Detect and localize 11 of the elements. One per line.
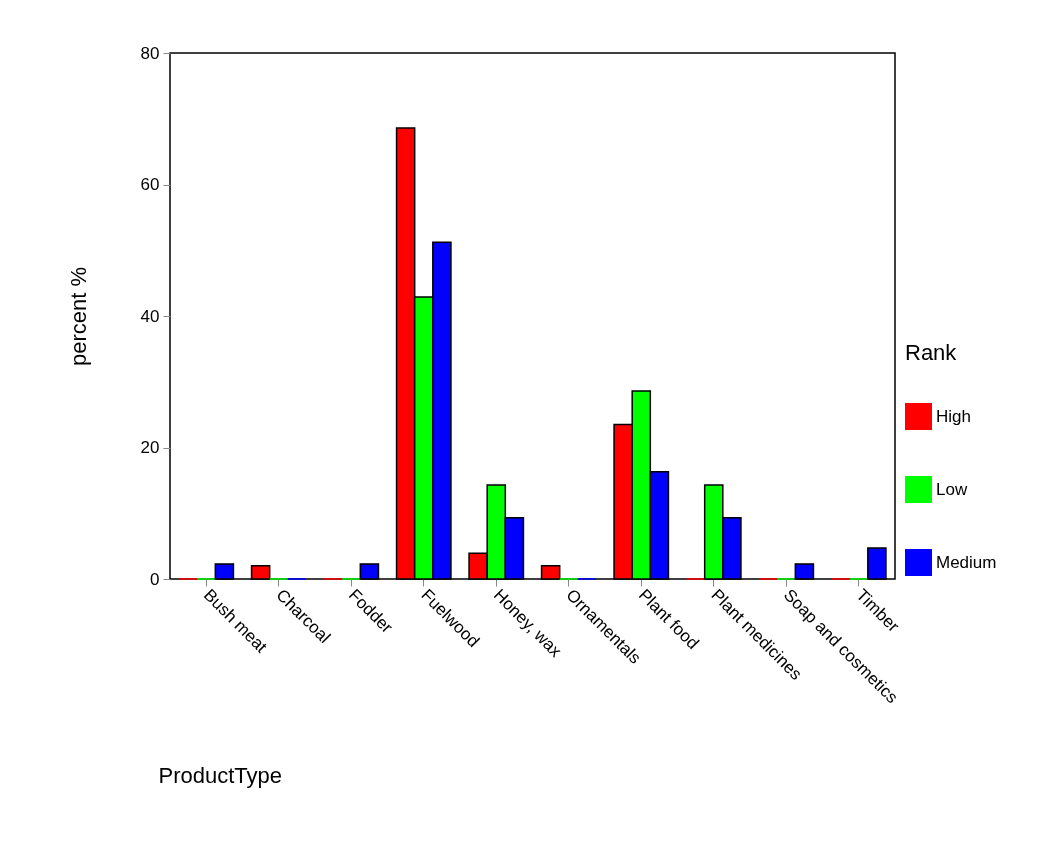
- legend-title: Rank: [905, 340, 958, 365]
- y-tick-label: 0: [150, 569, 160, 589]
- y-tick-label: 40: [140, 306, 160, 326]
- y-axis-title: percent %: [65, 266, 91, 367]
- y-tick-label: 60: [140, 175, 160, 194]
- y-tick-label: 20: [140, 438, 160, 457]
- legend-label: Low: [936, 479, 968, 499]
- x-axis-title: ProductType: [158, 762, 283, 788]
- legend-label: Medium: [936, 552, 997, 572]
- legend-label: High: [936, 406, 971, 426]
- y-tick-label: 80: [140, 43, 160, 63]
